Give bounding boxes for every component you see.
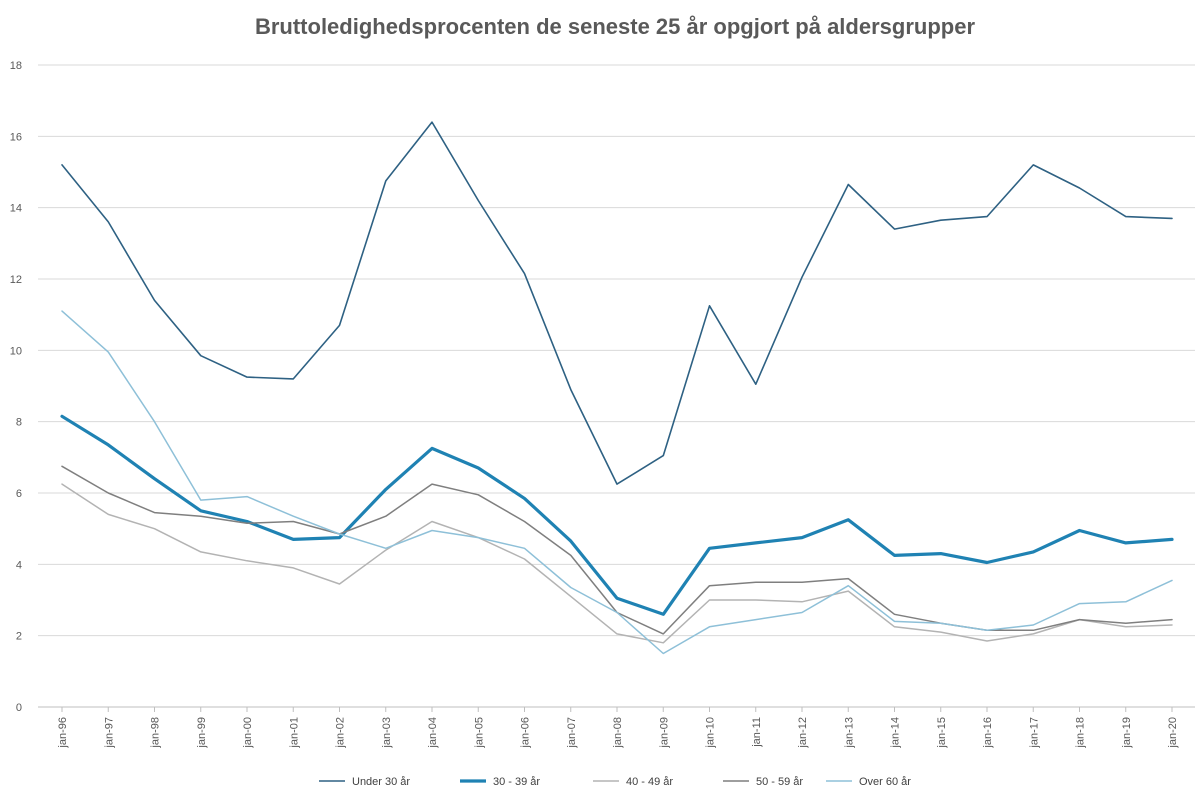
x-tick-label: jan-19 bbox=[1121, 717, 1133, 749]
x-tick-label: jan-99 bbox=[196, 717, 208, 749]
legend-label: Over 60 år bbox=[859, 776, 911, 788]
x-tick-label: jan-96 bbox=[57, 717, 69, 749]
y-tick-label: 12 bbox=[10, 274, 22, 286]
x-tick-label: jan-02 bbox=[335, 717, 347, 749]
chart-title: Bruttoledighedsprocenten de seneste 25 å… bbox=[254, 14, 976, 39]
x-tick-label: jan-12 bbox=[797, 717, 809, 749]
x-tick-label: jan-03 bbox=[381, 717, 393, 749]
y-tick-label: 18 bbox=[10, 60, 22, 72]
x-tick-label: jan-20 bbox=[1167, 717, 1179, 749]
gridlines bbox=[38, 64, 1195, 708]
y-axis: 0 2 4 6 8 10 12 14 16 18 bbox=[10, 60, 22, 714]
y-tick-label: 10 bbox=[10, 345, 22, 357]
y-tick-label: 2 bbox=[16, 631, 22, 643]
x-tick-label: jan-97 bbox=[103, 717, 115, 749]
x-tick-label: jan-00 bbox=[242, 717, 254, 749]
x-tick-label: jan-01 bbox=[288, 717, 300, 749]
x-tick-label: jan-17 bbox=[1028, 717, 1040, 749]
x-tick-label: jan-18 bbox=[1075, 717, 1087, 749]
x-tick-label: jan-08 bbox=[612, 717, 624, 749]
y-tick-label: 16 bbox=[10, 131, 22, 143]
legend-label: 50 - 59 år bbox=[756, 776, 803, 788]
x-tick-label: jan-05 bbox=[473, 717, 485, 749]
x-tick-label: jan-09 bbox=[658, 717, 670, 749]
legend-label: 30 - 39 år bbox=[493, 776, 540, 788]
series-line-0 bbox=[61, 121, 1173, 485]
y-tick-label: 0 bbox=[16, 702, 22, 714]
y-tick-label: 14 bbox=[10, 203, 22, 215]
x-tick-label: jan-15 bbox=[936, 717, 948, 749]
x-tick-label: jan-13 bbox=[843, 717, 855, 749]
legend-label: Under 30 år bbox=[352, 776, 410, 788]
legend-label: 40 - 49 år bbox=[626, 776, 673, 788]
x-tick-label: jan-04 bbox=[427, 717, 439, 749]
series-line-3 bbox=[61, 465, 1173, 635]
series-line-2 bbox=[61, 483, 1173, 644]
x-tick-label: jan-98 bbox=[150, 717, 162, 749]
x-tick-label: jan-06 bbox=[520, 717, 532, 749]
legend: Under 30 år 30 - 39 år 40 - 49 år 50 - 59 å… bbox=[319, 776, 911, 788]
series-line-1 bbox=[60, 414, 1174, 616]
x-tick-label: jan-11 bbox=[751, 717, 763, 748]
x-tick-label: jan-07 bbox=[566, 717, 578, 749]
y-tick-label: 4 bbox=[16, 559, 22, 571]
x-tick-label: jan-14 bbox=[890, 717, 902, 749]
x-tick-label: jan-16 bbox=[982, 717, 994, 749]
x-tick-label: jan-10 bbox=[705, 717, 717, 749]
y-tick-label: 8 bbox=[16, 417, 22, 429]
series-lines bbox=[60, 121, 1174, 655]
series-line-4 bbox=[61, 310, 1173, 655]
x-axis: jan-96 jan-97 jan-98 jan-99 jan-00 jan-01 jan-… bbox=[57, 707, 1179, 749]
y-tick-label: 6 bbox=[16, 488, 22, 500]
